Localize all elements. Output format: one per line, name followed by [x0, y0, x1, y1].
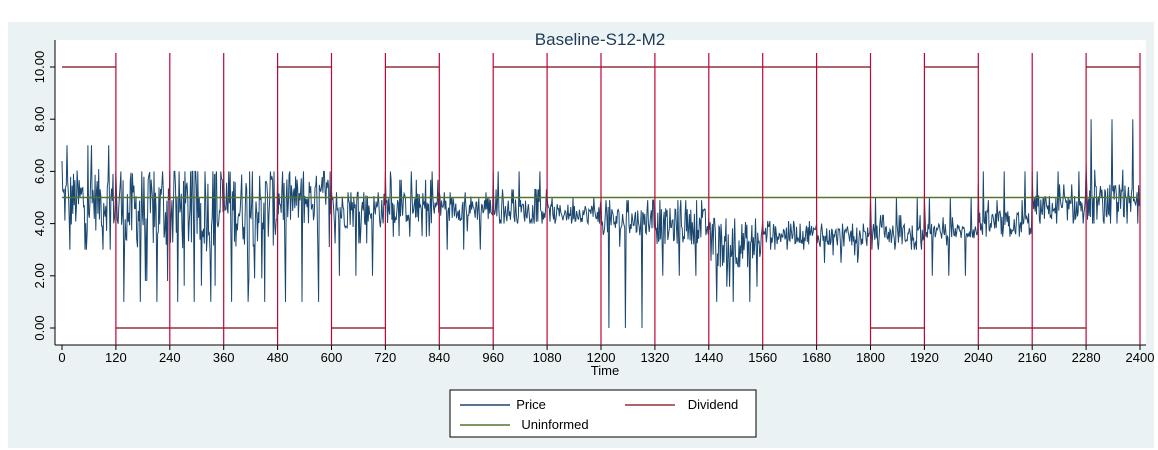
x-tick-label: 1320: [640, 350, 669, 365]
y-tick-label: 4.00: [32, 211, 47, 236]
period-boundary-lines: [115, 53, 1141, 345]
y-tick-label: 2.00: [32, 263, 47, 288]
x-tick-label: 240: [159, 350, 181, 365]
y-axis: 0.00 2.00 4.00 6.00 8.00 10.00: [32, 40, 56, 345]
y-tick-label: 10.00: [32, 51, 47, 84]
chart-title: Baseline-S12-M2: [535, 30, 665, 49]
legend-label-uninformed: Uninformed: [521, 417, 588, 432]
legend-label-price: Price: [516, 397, 546, 412]
x-tick-label: 840: [428, 350, 450, 365]
x-tick-label: 2400: [1126, 350, 1155, 365]
x-tick-label: 1200: [587, 350, 616, 365]
x-tick-label: 2280: [1072, 350, 1101, 365]
y-tick-label: 6.00: [32, 159, 47, 184]
y-tick-label: 8.00: [32, 107, 47, 132]
y-tick-label: 0.00: [32, 315, 47, 340]
x-tick-label: 960: [482, 350, 504, 365]
x-tick-label: 1080: [533, 350, 562, 365]
legend: Price Dividend Uninformed: [449, 389, 757, 438]
legend-box: [449, 389, 757, 438]
x-tick-label: 2040: [964, 350, 993, 365]
x-axis-label: Time: [591, 363, 619, 378]
x-tick-label: 1680: [802, 350, 831, 365]
x-tick-label: 1440: [694, 350, 723, 365]
x-tick-label: 1800: [856, 350, 885, 365]
x-tick-label: 120: [105, 350, 127, 365]
x-tick-label: 1560: [748, 350, 777, 365]
legend-label-dividend: Dividend: [688, 397, 739, 412]
x-tick-label: 2160: [1018, 350, 1047, 365]
x-tick-label: 600: [321, 350, 343, 365]
x-tick-label: 1920: [910, 350, 939, 365]
x-tick-label: 360: [213, 350, 235, 365]
x-tick-label: 480: [267, 350, 289, 365]
x-tick-label: 720: [375, 350, 397, 365]
x-tick-label: 0: [58, 350, 65, 365]
